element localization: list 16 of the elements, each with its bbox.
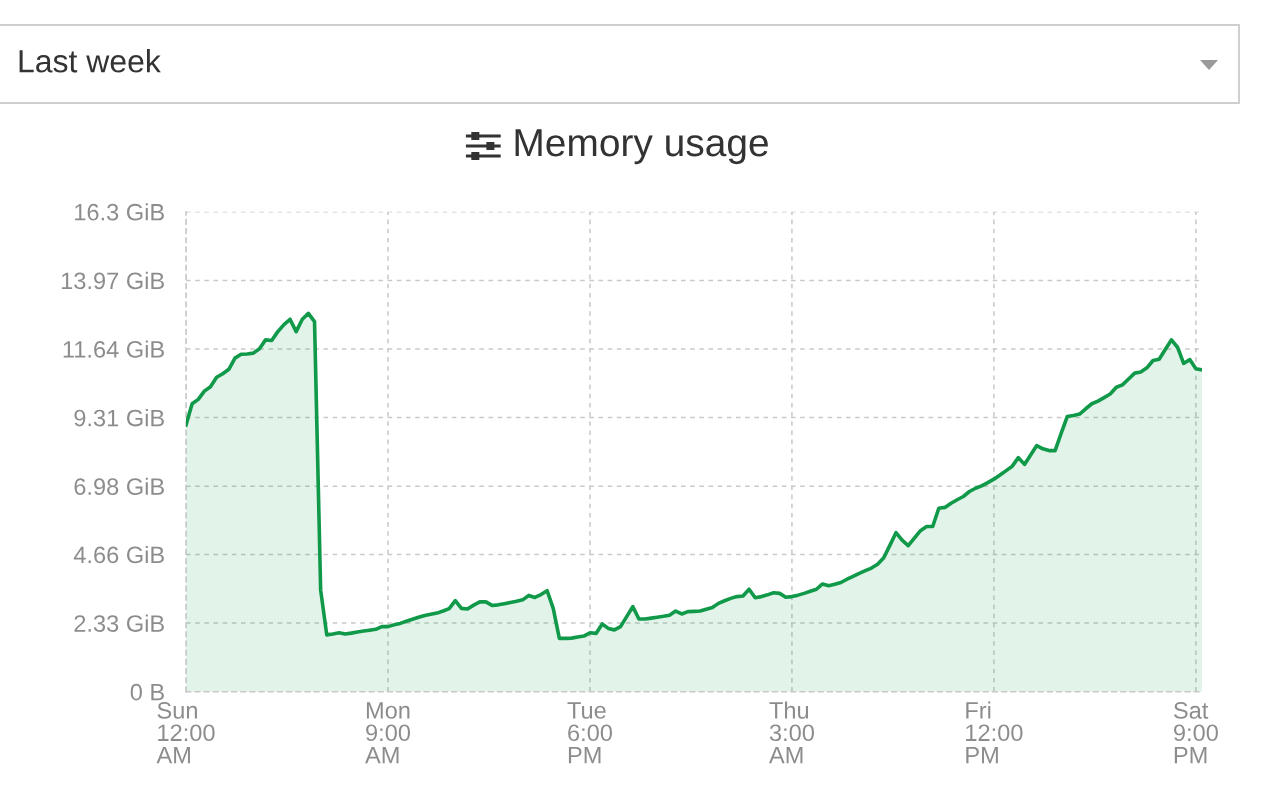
y-tick-label: 16.3 GiB bbox=[75, 203, 164, 221]
y-tick-label: 11.64 GiB bbox=[63, 340, 164, 358]
chart-subtitle: Last week bbox=[19, 49, 161, 73]
x-tick-label: Fri 12:00 PM bbox=[966, 701, 1023, 764]
x-tick-label: Thu 3:00 AM bbox=[769, 701, 814, 764]
x-tick-label: Mon 9:00 AM bbox=[365, 702, 411, 764]
y-tick-label: 6.98 GiB bbox=[74, 477, 164, 495]
x-tick-label: Sun 12:00 AM bbox=[156, 702, 215, 764]
y-tick-label: 13.97 GiB bbox=[61, 271, 164, 290]
y-tick-label: 4.66 GiB bbox=[73, 545, 164, 564]
x-tick-label: Tue 6:00 PM bbox=[567, 702, 613, 764]
x-tick-label: Sat 9:00 PM bbox=[1173, 702, 1218, 764]
y-tick-label: 9.31 GiB bbox=[74, 409, 164, 427]
y-tick-label: 2.33 GiB bbox=[74, 614, 164, 632]
chart-title: Memory usage bbox=[515, 129, 768, 165]
y-tick-label: 0 B bbox=[130, 683, 164, 701]
